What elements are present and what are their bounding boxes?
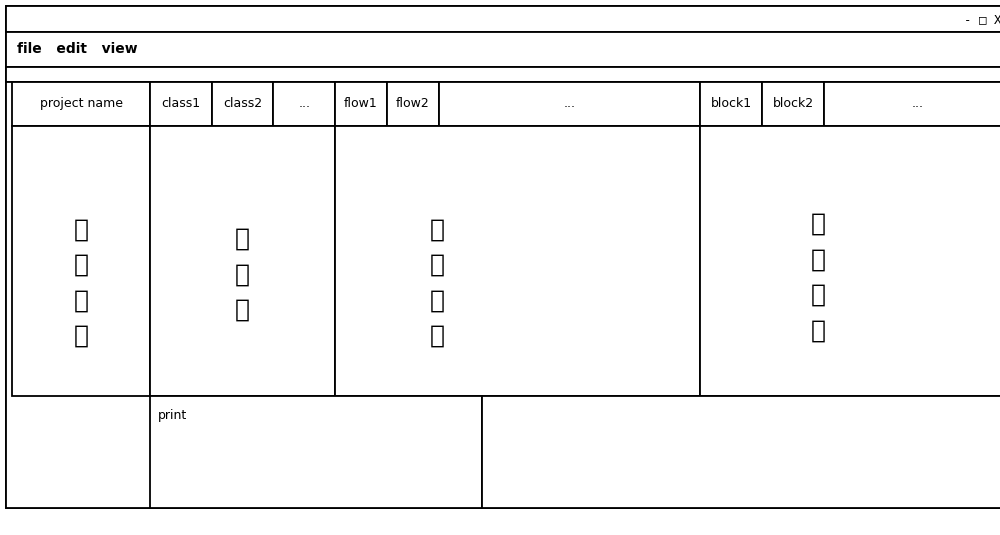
Bar	[12, 82, 150, 126]
Bar	[150, 396, 482, 508]
Bar	[387, 82, 439, 126]
Text: block2: block2	[772, 97, 814, 110]
Text: file   edit   view: file edit view	[17, 42, 138, 57]
Bar	[700, 82, 762, 126]
Bar	[824, 82, 1000, 126]
Bar	[6, 6, 1000, 32]
Text: project name: project name	[40, 97, 122, 110]
Bar	[482, 396, 1000, 508]
Bar	[6, 67, 1000, 82]
Bar	[150, 126, 335, 396]
Bar	[6, 82, 1000, 508]
Text: 文
件
窗
口: 文 件 窗 口	[74, 217, 88, 348]
Text: ...: ...	[298, 97, 310, 110]
Bar	[335, 126, 700, 396]
Bar	[273, 82, 335, 126]
Text: block1: block1	[710, 97, 752, 110]
Bar	[150, 82, 212, 126]
Bar	[335, 82, 387, 126]
Text: ...: ...	[564, 97, 576, 110]
Text: class2: class2	[223, 97, 262, 110]
Text: print: print	[158, 409, 187, 422]
Bar	[762, 82, 824, 126]
Text: ...: ...	[912, 97, 924, 110]
Text: - □ X: - □ X	[964, 13, 1000, 26]
Text: 类
窗
口: 类 窗 口	[235, 227, 250, 322]
Text: 代
码
窗
口: 代 码 窗 口	[811, 212, 826, 342]
Bar	[439, 82, 700, 126]
Text: class1: class1	[161, 97, 200, 110]
Text: flow1: flow1	[344, 97, 378, 110]
Bar	[12, 126, 150, 396]
Text: 流
程
窗
口: 流 程 窗 口	[430, 217, 445, 348]
Bar	[212, 82, 273, 126]
Text: flow2: flow2	[396, 97, 430, 110]
Bar	[6, 32, 1000, 67]
Bar	[700, 126, 1000, 396]
